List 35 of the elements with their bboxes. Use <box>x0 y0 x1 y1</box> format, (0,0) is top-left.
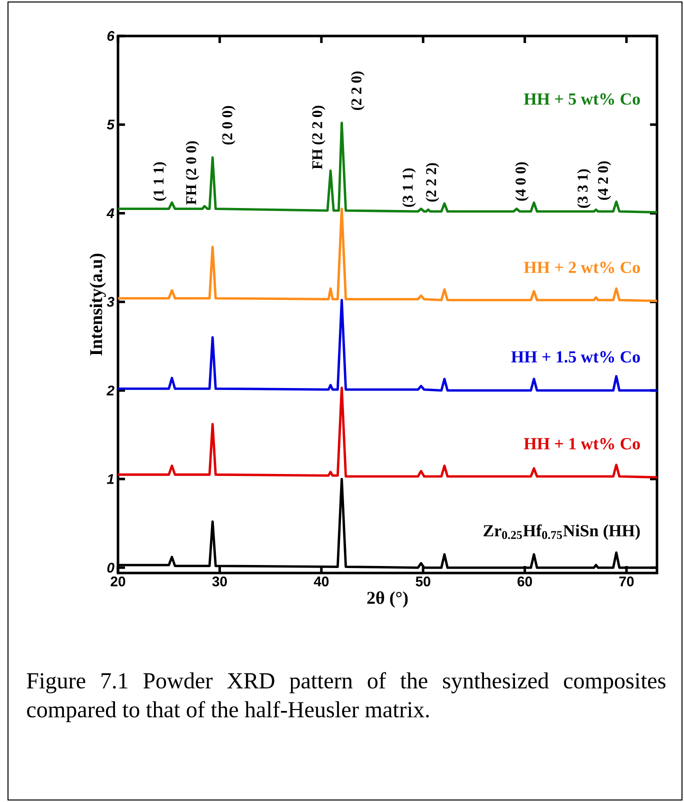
line-series <box>116 208 658 302</box>
series-label: Zr$_{0.25}$Hf$_{0.75}$NiSn (HH) <box>484 524 640 540</box>
series-label: HH + 1 wt% Co <box>524 438 640 450</box>
x-tick-label: 40 <box>314 576 329 586</box>
line-series <box>116 122 658 214</box>
annotation: (3 1 1) <box>402 168 416 207</box>
x-tick-label: 20 <box>110 576 126 586</box>
series-label: HH + 1.5 wt% Co <box>511 351 640 363</box>
x-tick-label: 50 <box>416 576 430 586</box>
y-tick-label: 1 <box>106 474 114 484</box>
x-tick-label: 30 <box>212 576 227 586</box>
x-tick-label: 60 <box>518 576 532 586</box>
annotation: (2 0 0) <box>222 106 236 145</box>
annotation: (4 0 0) <box>515 162 529 201</box>
x-axis-title: 2θ (°) <box>367 591 408 608</box>
annotation: (2 2 2) <box>426 163 440 202</box>
annotation: (1 1 1) <box>153 162 167 201</box>
line-series <box>116 386 658 478</box>
y-tick-label: 2 <box>106 386 114 396</box>
y-tick-label: 0 <box>107 562 114 573</box>
x-tick-label: 70 <box>619 576 634 586</box>
caption: Figure 7.1 Powder XRD pattern of the synthesized composites compared to that of the half-Heusler matrix. <box>26 672 666 722</box>
text: HH + 5 wt% Co <box>524 93 640 105</box>
y-tick-label: 5 <box>106 120 115 130</box>
y-tick-label: 3 <box>106 296 114 307</box>
y-tick-label: 6 <box>107 31 115 41</box>
annotation: (4 2 0) <box>598 161 612 200</box>
annotation: (2 2 0) <box>350 71 365 110</box>
line-series <box>116 298 658 392</box>
y-tick-label: 4 <box>106 208 114 218</box>
annotation: FH (2 0 0) <box>186 141 200 205</box>
series-label: HH + 2 wt% Co <box>524 262 640 274</box>
y-axis-title: Intensity(a.u) <box>90 254 106 356</box>
annotation: FH (2 2 0) <box>312 106 326 170</box>
annotation: (3 3 1) <box>577 169 591 208</box>
